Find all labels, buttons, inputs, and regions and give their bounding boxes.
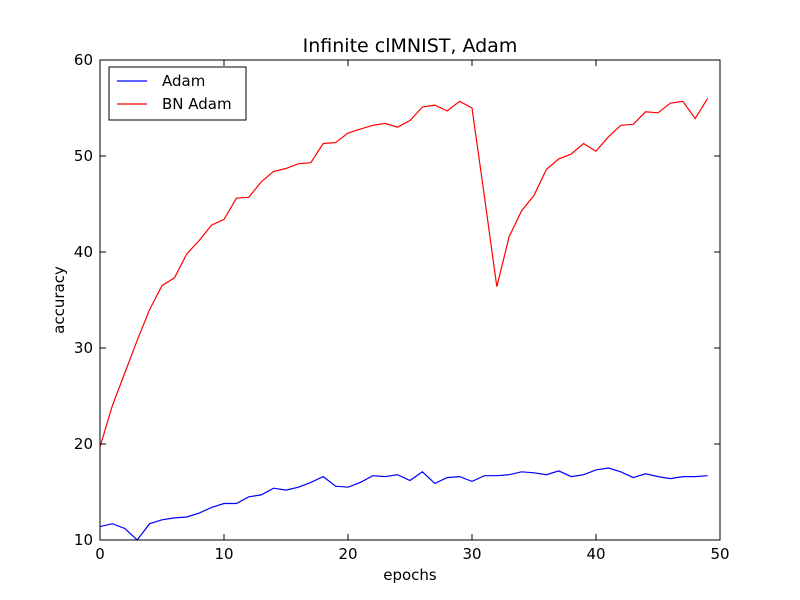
y-axis-label: accuracy <box>50 266 68 334</box>
legend-label-adam: Adam <box>162 72 205 90</box>
y-tick-label: 10 <box>74 531 93 549</box>
x-tick-label: 20 <box>338 545 357 563</box>
plot-frame <box>99 59 721 541</box>
y-tick-label: 60 <box>74 51 93 69</box>
y-tick-label: 40 <box>74 243 93 261</box>
series-line-bn-adam <box>99 98 709 448</box>
y-tick-label: 30 <box>74 339 93 357</box>
x-tick-label: 50 <box>710 545 729 563</box>
y-tick-label: 50 <box>74 147 93 165</box>
series-lines <box>99 98 709 541</box>
series-line-adam <box>99 467 708 541</box>
x-tick-label: 30 <box>462 545 481 563</box>
chart-title: Infinite clMNIST, Adam <box>303 35 518 57</box>
legend-label-bn-adam: BN Adam <box>162 95 232 113</box>
x-tick-label: 10 <box>214 545 233 563</box>
x-axis-label: epochs <box>383 566 437 584</box>
x-tick-label: 0 <box>95 545 105 563</box>
legend-box <box>108 66 247 121</box>
x-tick-label: 40 <box>586 545 605 563</box>
legend: Adam BN Adam <box>108 66 247 121</box>
y-tick-label: 20 <box>74 435 93 453</box>
